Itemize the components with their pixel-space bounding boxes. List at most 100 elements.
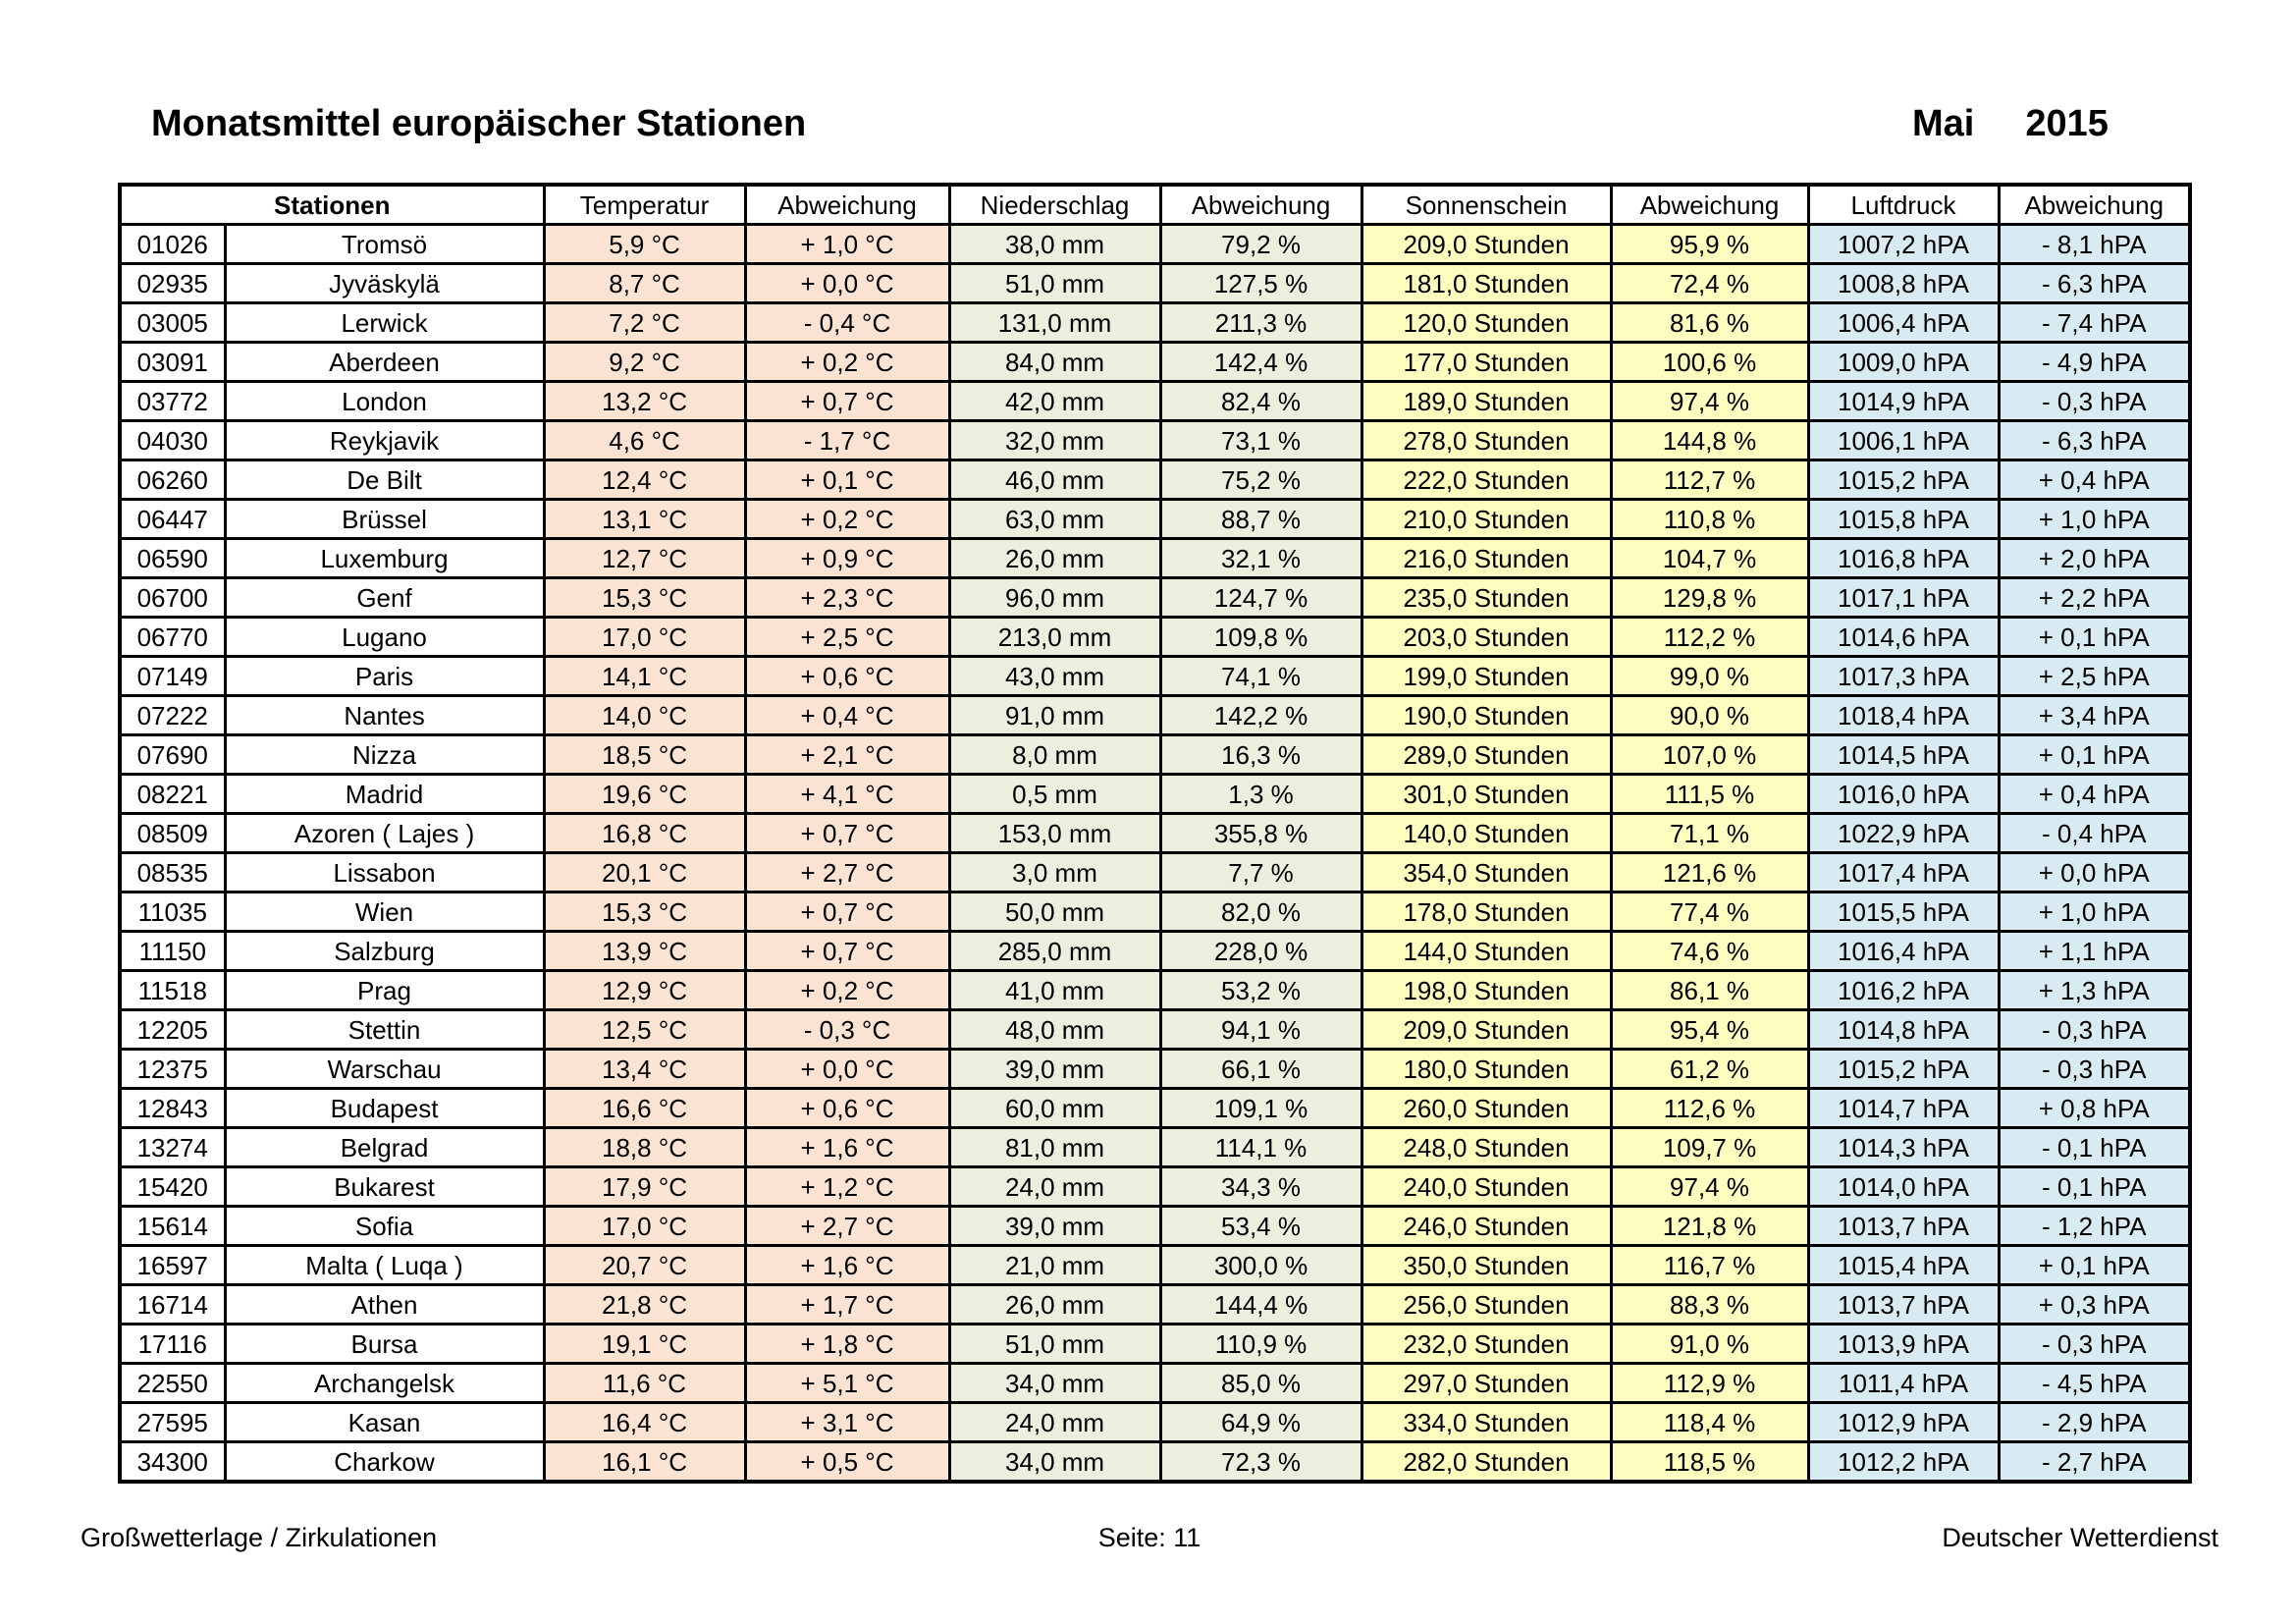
- pressure-cell: 1013,7 hPA: [1806, 1205, 2001, 1247]
- pressure-deviation-cell: - 0,3 hPA: [1997, 1323, 2192, 1365]
- sunshine-deviation-cell: 121,8 %: [1609, 1205, 1810, 1247]
- precipitation-deviation-cell: 355,8 %: [1158, 812, 1363, 854]
- pressure-cell: 1015,8 hPA: [1806, 498, 2001, 540]
- sunshine-deviation-cell: 104,7 %: [1609, 537, 1810, 579]
- temperature-cell: 20,7 °C: [542, 1244, 747, 1286]
- pressure-cell: 1013,9 hPA: [1806, 1323, 2001, 1365]
- pressure-deviation-cell: - 0,3 hPA: [1997, 1008, 2192, 1051]
- station-name-cell: Kasan: [223, 1401, 546, 1443]
- sunshine-deviation-cell: 112,9 %: [1609, 1362, 1810, 1404]
- sunshine-deviation-cell: 118,5 %: [1609, 1440, 1810, 1484]
- station-id-cell: 06590: [118, 537, 227, 579]
- sunshine-cell: 209,0 Stunden: [1360, 1008, 1613, 1051]
- temperature-cell: 12,5 °C: [542, 1008, 747, 1051]
- pressure-deviation-cell: - 2,7 hPA: [1997, 1440, 2192, 1484]
- pressure-deviation-cell: + 2,2 hPA: [1997, 576, 2192, 619]
- station-id-cell: 08509: [118, 812, 227, 854]
- temperature-deviation-cell: + 0,7 °C: [743, 380, 951, 422]
- table-row: 12843 Budapest 16,6 °C + 0,6 °C 60,0 mm 109,1…: [118, 1087, 2192, 1129]
- temperature-cell: 19,1 °C: [542, 1323, 747, 1365]
- temperature-deviation-cell: + 1,7 °C: [743, 1283, 951, 1325]
- pressure-deviation-cell: + 2,0 hPA: [1997, 537, 2192, 579]
- page-footer: Großwetterlage / Zirkulationen Seite: 11…: [80, 1522, 2218, 1553]
- sunshine-deviation-cell: 112,7 %: [1609, 459, 1810, 501]
- precipitation-cell: 60,0 mm: [947, 1087, 1162, 1129]
- sunshine-deviation-cell: 61,2 %: [1609, 1048, 1810, 1090]
- table-row: 07149 Paris 14,1 °C + 0,6 °C 43,0 mm 74,1 % 19…: [118, 655, 2192, 697]
- station-name-cell: Brüssel: [223, 498, 546, 540]
- temperature-cell: 17,9 °C: [542, 1165, 747, 1208]
- sunshine-cell: 144,0 Stunden: [1360, 930, 1613, 972]
- pressure-deviation-cell: + 1,1 hPA: [1997, 930, 2192, 972]
- sunshine-deviation-cell: 118,4 %: [1609, 1401, 1810, 1443]
- precipitation-cell: 34,0 mm: [947, 1362, 1162, 1404]
- precipitation-deviation-cell: 34,3 %: [1158, 1165, 1363, 1208]
- precipitation-cell: 46,0 mm: [947, 459, 1162, 501]
- precipitation-deviation-cell: 110,9 %: [1158, 1323, 1363, 1365]
- sunshine-deviation-cell: 116,7 %: [1609, 1244, 1810, 1286]
- pressure-cell: 1014,6 hPA: [1806, 616, 2001, 658]
- column-header-precipitation-deviation: Abweichung: [1158, 183, 1363, 226]
- temperature-deviation-cell: + 2,1 °C: [743, 733, 951, 776]
- precipitation-cell: 96,0 mm: [947, 576, 1162, 619]
- precipitation-deviation-cell: 74,1 %: [1158, 655, 1363, 697]
- pressure-deviation-cell: + 1,0 hPA: [1997, 891, 2192, 933]
- station-name-cell: Charkow: [223, 1440, 546, 1484]
- pressure-cell: 1012,2 hPA: [1806, 1440, 2001, 1484]
- sunshine-deviation-cell: 95,4 %: [1609, 1008, 1810, 1051]
- pressure-deviation-cell: + 0,4 hPA: [1997, 773, 2192, 815]
- precipitation-deviation-cell: 72,3 %: [1158, 1440, 1363, 1484]
- pressure-cell: 1014,9 hPA: [1806, 380, 2001, 422]
- precipitation-deviation-cell: 7,7 %: [1158, 851, 1363, 893]
- temperature-deviation-cell: + 0,0 °C: [743, 262, 951, 304]
- table-row: 06260 De Bilt 12,4 °C + 0,1 °C 46,0 mm 75,2 %…: [118, 459, 2192, 501]
- precipitation-cell: 0,5 mm: [947, 773, 1162, 815]
- temperature-deviation-cell: + 1,6 °C: [743, 1126, 951, 1168]
- temperature-deviation-cell: + 0,6 °C: [743, 655, 951, 697]
- precipitation-cell: 51,0 mm: [947, 1323, 1162, 1365]
- station-id-cell: 06700: [118, 576, 227, 619]
- sunshine-deviation-cell: 81,6 %: [1609, 301, 1810, 344]
- precipitation-cell: 24,0 mm: [947, 1401, 1162, 1443]
- sunshine-deviation-cell: 88,3 %: [1609, 1283, 1810, 1325]
- sunshine-cell: 178,0 Stunden: [1360, 891, 1613, 933]
- table-row: 07690 Nizza 18,5 °C + 2,1 °C 8,0 mm 16,3 % 289…: [118, 733, 2192, 776]
- station-name-cell: Luxemburg: [223, 537, 546, 579]
- pressure-deviation-cell: + 0,1 hPA: [1997, 733, 2192, 776]
- station-name-cell: Jyväskylä: [223, 262, 546, 304]
- report-period: Mai 2015: [1912, 102, 2109, 145]
- station-name-cell: Bursa: [223, 1323, 546, 1365]
- temperature-deviation-cell: - 0,4 °C: [743, 301, 951, 344]
- sunshine-deviation-cell: 111,5 %: [1609, 773, 1810, 815]
- precipitation-cell: 39,0 mm: [947, 1048, 1162, 1090]
- temperature-deviation-cell: + 0,9 °C: [743, 537, 951, 579]
- temperature-cell: 12,7 °C: [542, 537, 747, 579]
- precipitation-cell: 51,0 mm: [947, 262, 1162, 304]
- sunshine-deviation-cell: 109,7 %: [1609, 1126, 1810, 1168]
- precipitation-cell: 21,0 mm: [947, 1244, 1162, 1286]
- station-id-cell: 13274: [118, 1126, 227, 1168]
- sunshine-cell: 350,0 Stunden: [1360, 1244, 1613, 1286]
- pressure-cell: 1014,0 hPA: [1806, 1165, 2001, 1208]
- sunshine-deviation-cell: 97,4 %: [1609, 380, 1810, 422]
- sunshine-cell: 260,0 Stunden: [1360, 1087, 1613, 1129]
- sunshine-cell: 246,0 Stunden: [1360, 1205, 1613, 1247]
- temperature-cell: 15,3 °C: [542, 891, 747, 933]
- sunshine-cell: 216,0 Stunden: [1360, 537, 1613, 579]
- temperature-cell: 13,4 °C: [542, 1048, 747, 1090]
- temperature-deviation-cell: + 0,1 °C: [743, 459, 951, 501]
- station-id-cell: 07149: [118, 655, 227, 697]
- table-row: 03772 London 13,2 °C + 0,7 °C 42,0 mm 82,4 % 1…: [118, 380, 2192, 422]
- sunshine-deviation-cell: 144,8 %: [1609, 419, 1810, 461]
- station-name-cell: Lugano: [223, 616, 546, 658]
- column-header-temperature-deviation: Abweichung: [743, 183, 951, 226]
- precipitation-deviation-cell: 82,0 %: [1158, 891, 1363, 933]
- station-id-cell: 27595: [118, 1401, 227, 1443]
- pressure-cell: 1006,1 hPA: [1806, 419, 2001, 461]
- table-row: 16714 Athen 21,8 °C + 1,7 °C 26,0 mm 144,4 % 2…: [118, 1283, 2192, 1325]
- stations-table: Stationen Temperatur Abweichung Niedersc…: [118, 183, 2193, 1484]
- footer-left-text: Großwetterlage / Zirkulationen: [80, 1523, 438, 1552]
- table-row: 08535 Lissabon 20,1 °C + 2,7 °C 3,0 mm 7,7 % 3…: [118, 851, 2192, 893]
- sunshine-deviation-cell: 71,1 %: [1609, 812, 1810, 854]
- station-id-cell: 03772: [118, 380, 227, 422]
